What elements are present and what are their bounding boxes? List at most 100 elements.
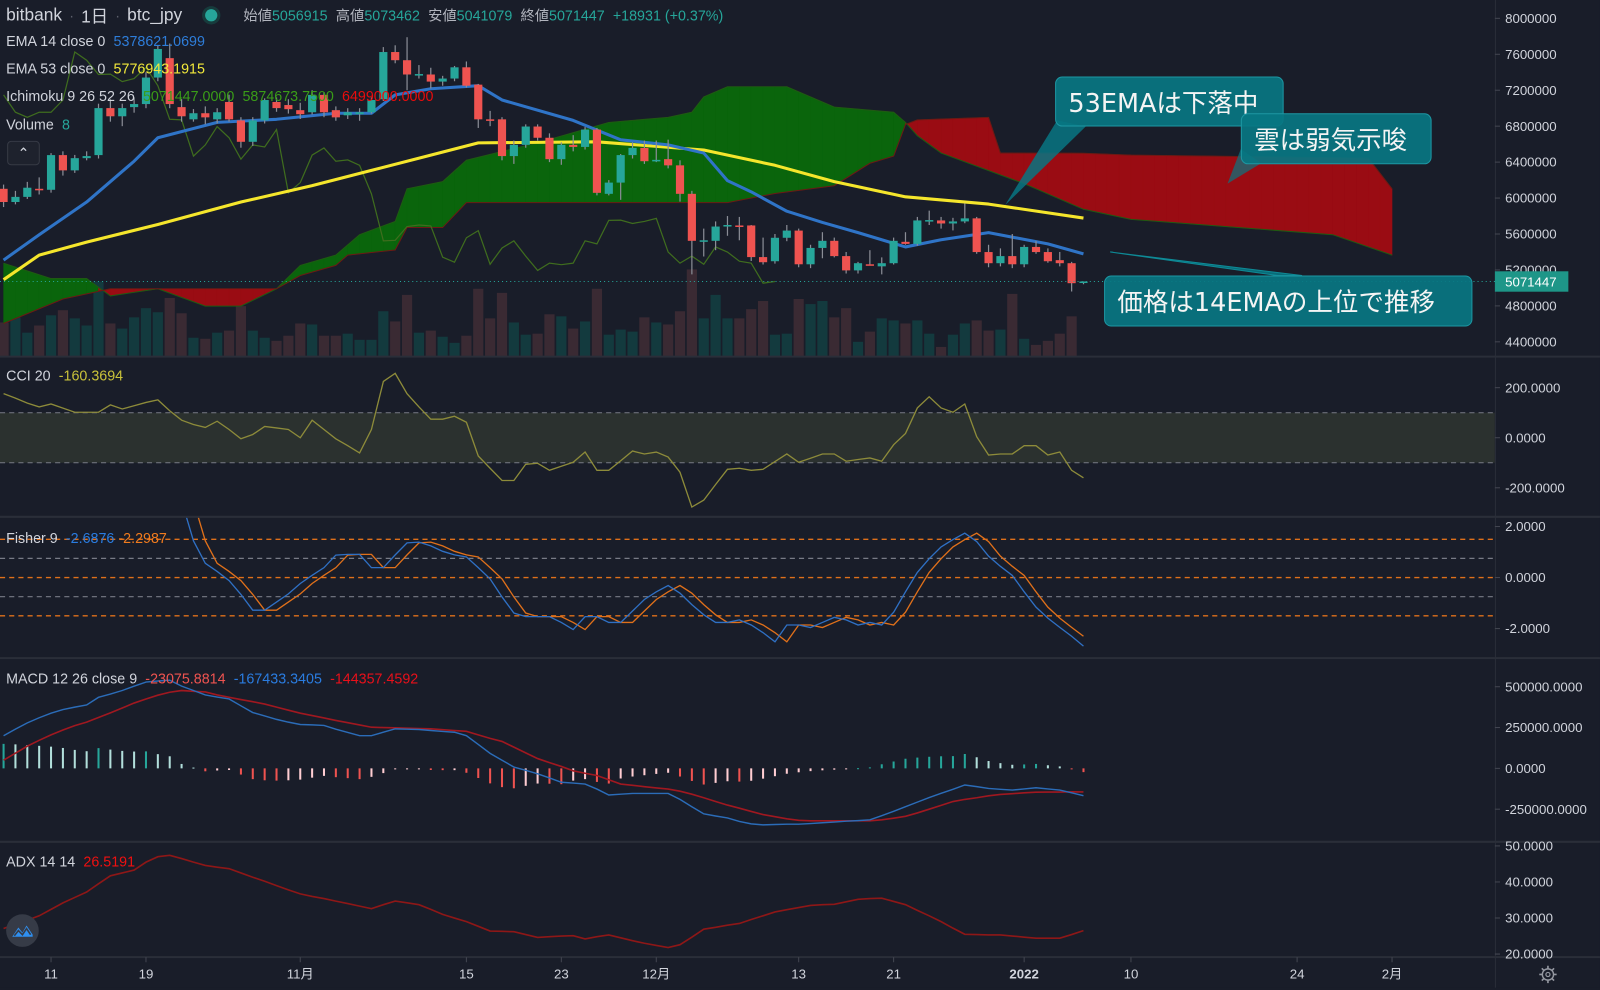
candle-body xyxy=(973,218,981,252)
tradingview-logo-icon[interactable] xyxy=(6,914,39,947)
time-axis-label: 15 xyxy=(459,967,474,982)
volume-bar xyxy=(687,269,697,356)
macd-histogram-bar xyxy=(382,768,384,773)
volume-bar xyxy=(438,337,448,356)
candle-body xyxy=(878,263,886,266)
legend-label: ADX 14 14 xyxy=(6,853,75,869)
macd-histogram-bar xyxy=(833,768,835,769)
volume-bar xyxy=(402,295,412,356)
macd-histogram-bar xyxy=(643,768,645,775)
fisher-axis-label: 0.0000 xyxy=(1505,570,1546,585)
candle-body xyxy=(450,67,458,78)
volume-bar xyxy=(354,340,364,356)
volume-bar xyxy=(176,313,186,356)
cloud-segment xyxy=(1321,158,1333,235)
candle-body xyxy=(913,220,921,243)
logo-glyph xyxy=(11,922,33,938)
exchange-name[interactable]: bitbank xyxy=(6,5,62,25)
macd-histogram-bar xyxy=(442,768,444,770)
symbol-name[interactable]: btc_jpy xyxy=(127,5,182,25)
candle[interactable] xyxy=(498,117,506,160)
macd-histogram-bar xyxy=(204,768,206,771)
candle-body xyxy=(617,155,625,182)
candle-body xyxy=(937,220,945,223)
annotation-text: 53EMAは下落中 xyxy=(1068,83,1258,120)
cloud-segment xyxy=(941,119,953,158)
volume-bar xyxy=(948,335,958,356)
candle[interactable] xyxy=(747,225,755,261)
annotation-text: 雲は弱気示唆 xyxy=(1254,120,1407,157)
macd-histogram-bar xyxy=(738,768,740,781)
volume-bar xyxy=(10,317,20,356)
cloud-segment xyxy=(383,221,395,251)
annotation-price-above-14ema[interactable]: 価格は14EMAの上位で推移 xyxy=(1104,276,1472,327)
volume-bar xyxy=(82,326,92,357)
candle-body xyxy=(510,145,518,156)
chevron-up-icon: ⌃ xyxy=(17,144,29,161)
candle-body xyxy=(640,148,648,161)
candle-body xyxy=(1056,260,1064,263)
time-axis-label: 13 xyxy=(791,967,806,982)
macd-histogram-bar xyxy=(1059,766,1061,768)
macd-histogram-bar xyxy=(964,754,966,768)
macd-histogram-bar xyxy=(347,768,349,778)
gear-glyph xyxy=(1538,964,1558,984)
candle[interactable] xyxy=(1020,245,1028,267)
last-price-label: 5071447 xyxy=(1505,275,1557,290)
volume-bar xyxy=(188,338,198,356)
candle-body xyxy=(47,155,55,190)
volume-bar xyxy=(972,320,982,356)
candle[interactable] xyxy=(771,234,779,264)
candle-body xyxy=(415,74,423,76)
candle-body xyxy=(652,160,660,162)
volume-bar xyxy=(1019,339,1029,356)
macd-histogram-bar xyxy=(121,751,123,768)
cloud-segment xyxy=(1309,157,1321,233)
volume-bar xyxy=(912,320,922,356)
gear-icon[interactable] xyxy=(1538,964,1558,984)
interval[interactable]: 1日 xyxy=(81,2,108,28)
legend-cci[interactable]: CCI 20-160.3694 xyxy=(6,367,123,383)
candle[interactable] xyxy=(47,153,55,193)
candle[interactable] xyxy=(94,104,102,159)
legend-fisher[interactable]: Fisher 9-2.6876-2.2987 xyxy=(6,530,167,546)
macd-histogram-bar xyxy=(311,768,313,777)
macd-histogram-bar xyxy=(1047,765,1049,768)
candle[interactable] xyxy=(795,229,803,268)
candle[interactable] xyxy=(522,124,530,147)
cloud-segment xyxy=(1333,158,1345,239)
macd-axis-label: 0.0000 xyxy=(1505,761,1546,776)
volume-bar xyxy=(165,298,175,356)
candle-body xyxy=(842,256,850,270)
macd-histogram-bar xyxy=(893,762,895,769)
legend-macd[interactable]: MACD 12 26 close 9-23075.8814-167433.340… xyxy=(6,670,418,686)
candle-body xyxy=(201,113,209,117)
cloud-segment xyxy=(1297,157,1309,233)
candle[interactable] xyxy=(913,217,921,246)
legend-value: 5378621.0699 xyxy=(114,33,205,49)
macd-histogram-bar xyxy=(750,768,752,780)
macd-histogram-bar xyxy=(620,768,622,778)
candle[interactable] xyxy=(973,217,981,254)
candle-body xyxy=(534,127,542,138)
candle[interactable] xyxy=(890,238,898,265)
price-axis-label: 5600000 xyxy=(1505,227,1557,242)
candle[interactable] xyxy=(593,128,601,195)
candle[interactable] xyxy=(249,117,257,146)
annotation-cloud-bearish[interactable]: 雲は弱気示唆 xyxy=(1241,113,1432,164)
candle-body xyxy=(0,189,8,202)
collapse-legend-button[interactable]: ⌃ xyxy=(7,141,40,165)
cloud-segment xyxy=(1155,155,1167,222)
macd-histogram-bar xyxy=(465,768,467,772)
volume-bar xyxy=(1043,341,1053,356)
cloud-segment xyxy=(407,186,419,227)
low-label: 安値 xyxy=(428,7,457,23)
candle-body xyxy=(747,225,755,257)
time-axis-label: 2月 xyxy=(1382,967,1403,982)
candle[interactable] xyxy=(581,127,589,149)
